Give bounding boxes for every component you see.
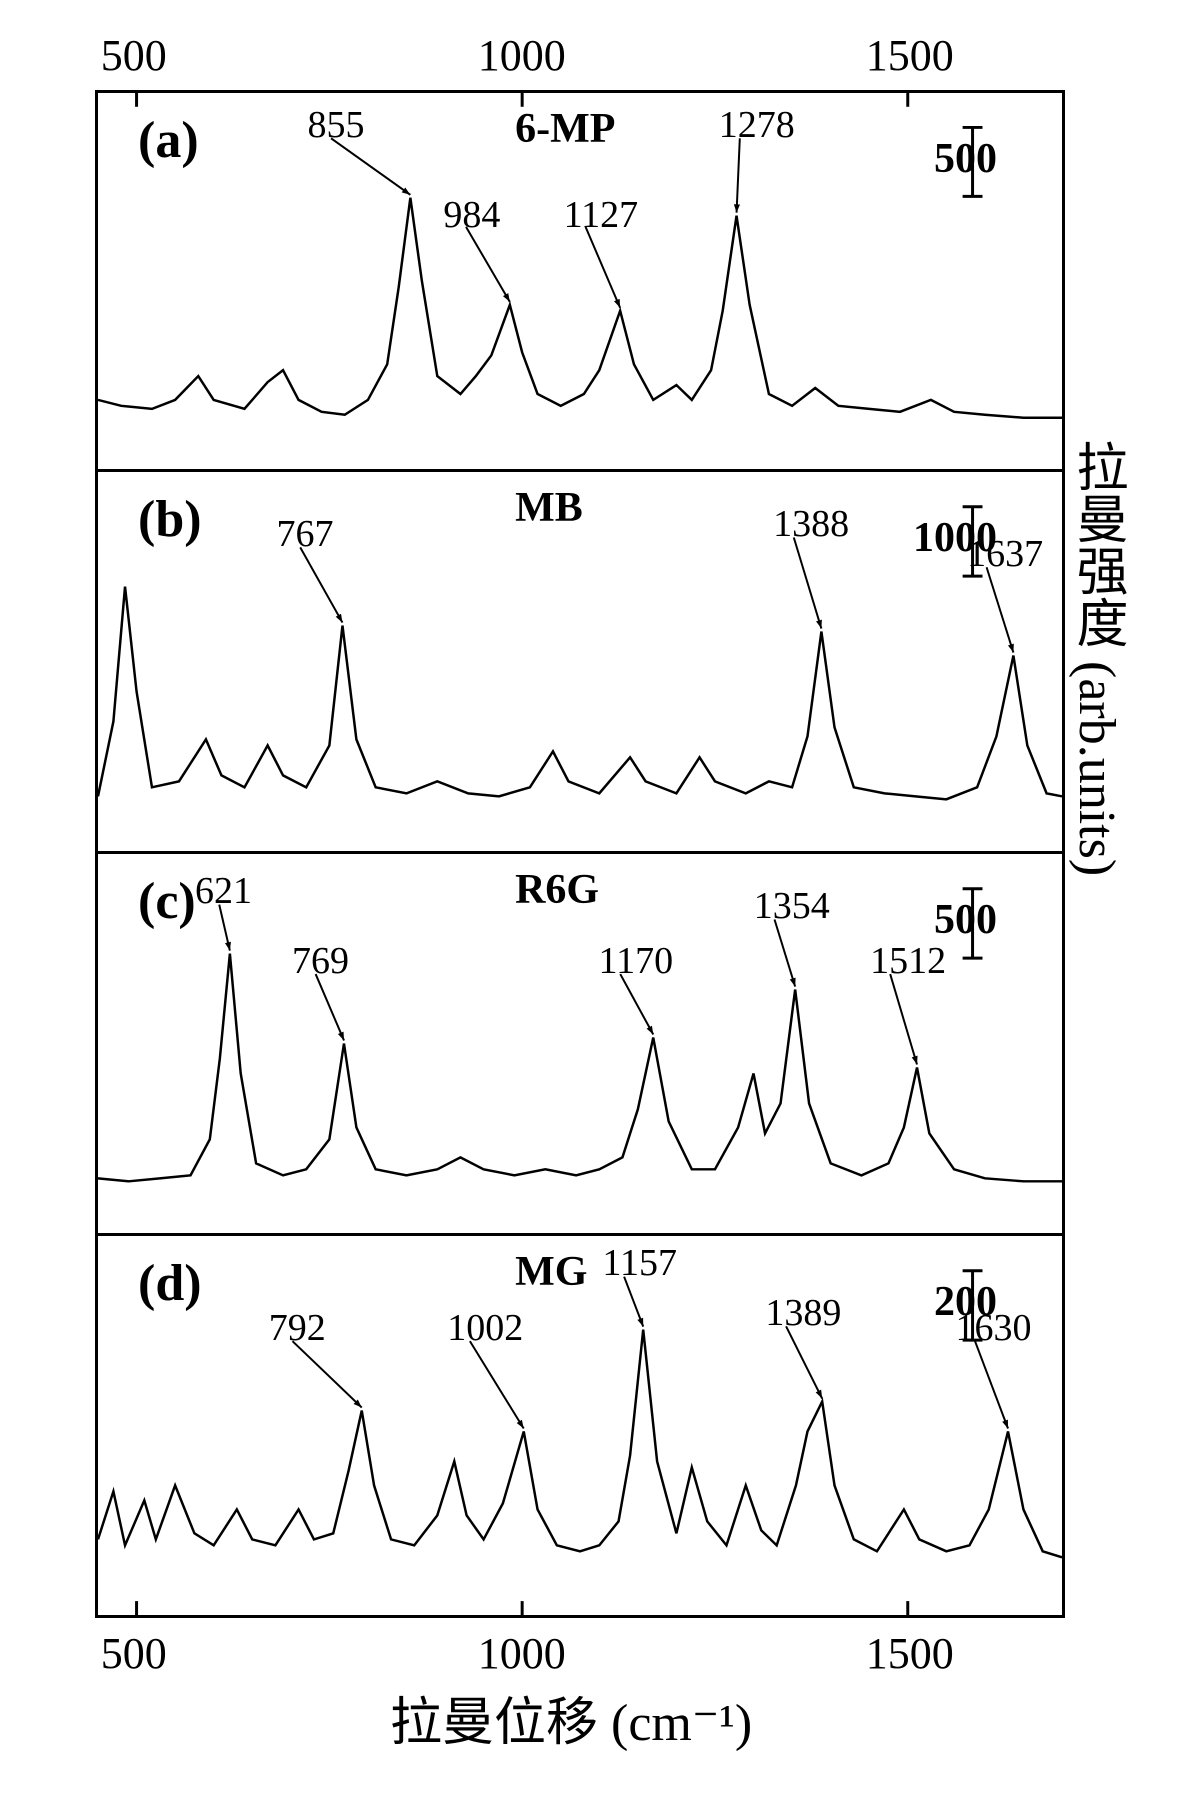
panel-title-b: MB (515, 484, 583, 532)
peak-label: 1637 (967, 532, 1043, 576)
panel-b: (b)MB100076713881637 (95, 472, 1065, 854)
panel-label-a: (a) (138, 111, 199, 170)
panel-title-c: R6G (515, 866, 599, 914)
peak-label: 767 (276, 512, 333, 556)
panel-label-d: (d) (138, 1254, 202, 1313)
peak-label: 1278 (719, 103, 795, 147)
panel-title-a: 6-MP (515, 105, 615, 153)
scale-label-a: 500 (934, 135, 997, 183)
plot-area: (a)6-MP50085598411271278(b)MB10007671388… (95, 90, 1065, 1620)
peak-label: 1127 (564, 193, 639, 237)
peak-label: 792 (269, 1306, 326, 1350)
x-tick-top: 1500 (866, 30, 954, 81)
peak-label: 1512 (870, 939, 946, 983)
x-axis-label: 拉曼位移 (cm⁻¹) (390, 1680, 752, 1755)
peak-label: 984 (443, 193, 500, 237)
spectrum-line (98, 954, 1062, 1182)
y-axis-label: 拉曼强度 (arb.units) (1059, 440, 1134, 1140)
spectrum-line (98, 1330, 1062, 1558)
peak-label: 1354 (754, 884, 830, 928)
peak-label: 1630 (955, 1306, 1031, 1350)
peak-label: 1170 (599, 939, 674, 983)
peak-label: 1389 (765, 1291, 841, 1335)
panel-label-b: (b) (138, 490, 202, 549)
spectrum-line (98, 587, 1062, 800)
peak-label: 769 (292, 939, 349, 983)
scale-label-c: 500 (934, 896, 997, 944)
x-tick-top: 1000 (478, 30, 566, 81)
panel-a: (a) 6-MP 500 855 984 1127 1278 (95, 90, 1065, 472)
peak-label: 1388 (773, 502, 849, 546)
peak-label: 855 (308, 103, 365, 147)
figure-container: (a) 6-MP 500 855 984 1127 1278 (b) MB 1000 767 1388… (20, 20, 1164, 1776)
peak-label: 621 (195, 869, 252, 913)
peak-label: 1157 (602, 1241, 677, 1285)
panel-title-d: MG (515, 1248, 587, 1296)
x-tick-bottom: 1500 (866, 1628, 954, 1679)
x-tick-bottom: 1000 (478, 1628, 566, 1679)
panel-d: (d)MG2007921002115713891630 (95, 1236, 1065, 1618)
x-tick-top: 500 (101, 30, 167, 81)
panel-c: (c) R6G 500 621 769 1170 1354 1512 (95, 854, 1065, 1236)
panel-label-c: (c) (138, 872, 196, 931)
peak-label: 1002 (447, 1306, 523, 1350)
x-tick-bottom: 500 (101, 1628, 167, 1679)
